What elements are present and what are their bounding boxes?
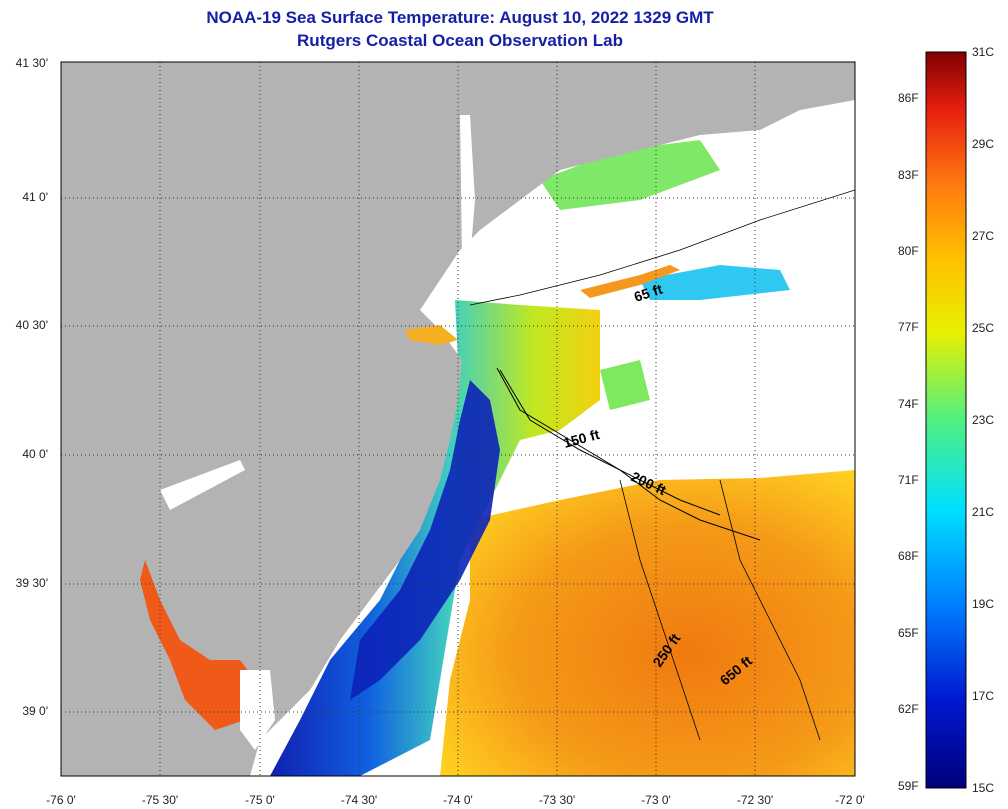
colorbar-c-label: 27C	[972, 229, 995, 243]
lon-label: -73 0'	[641, 793, 671, 807]
colorbar-c-label: 17C	[972, 689, 995, 703]
colorbar-f-label: 68F	[898, 549, 919, 563]
lat-label: 39 30'	[15, 576, 48, 590]
lon-label: -72 30'	[736, 793, 774, 807]
lat-label: 40 0'	[22, 447, 48, 461]
colorbar-c-label: 19C	[972, 597, 995, 611]
colorbar	[925, 51, 967, 789]
map-title: NOAA-19 Sea Surface Temperature: August …	[206, 8, 714, 27]
colorbar-c-label: 29C	[972, 137, 995, 151]
lon-label: -73 30'	[538, 793, 576, 807]
contour-650ft	[719, 479, 821, 741]
lon-label: -76 0'	[46, 793, 76, 807]
colorbar-f-label: 86F	[898, 91, 919, 105]
lat-label: 40 30'	[15, 318, 48, 332]
raritan-warm-strip	[405, 325, 458, 345]
colorbar-c-label: 21C	[972, 505, 995, 519]
map-subtitle: Rutgers Coastal Ocean Observation Lab	[297, 31, 623, 50]
plot-frame	[60, 61, 856, 777]
colorbar-f-label: 62F	[898, 702, 919, 716]
lon-label: -74 30'	[340, 793, 378, 807]
lon-gridlines	[159, 62, 756, 776]
colorbar-f-label: 74F	[898, 397, 919, 411]
green-patch	[600, 360, 650, 410]
river-white	[160, 460, 245, 510]
colorbar-f-label: 71F	[898, 473, 919, 487]
colorbar-f-label: 80F	[898, 244, 919, 258]
colorbar-f-label: 77F	[898, 320, 919, 334]
lat-label: 41 0'	[22, 190, 48, 204]
lon-label: -74 0'	[443, 793, 473, 807]
colorbar-c-label: 15C	[972, 781, 995, 795]
colorbar-c-label: 25C	[972, 321, 995, 335]
colorbar-c-label: 31C	[972, 45, 995, 59]
contour-200ft	[499, 369, 721, 516]
lat-label: 41 30'	[15, 56, 48, 70]
nj-river-white	[460, 115, 475, 260]
cyan-patch	[640, 265, 790, 300]
lat-label: 39 0'	[22, 704, 48, 718]
lon-label: -72 0'	[835, 793, 865, 807]
lon-label: -75 30'	[141, 793, 179, 807]
delaware-bay-white	[240, 670, 275, 750]
lon-label: -75 0'	[245, 793, 275, 807]
colorbar-f-label: 65F	[898, 626, 919, 640]
colorbar-f-label: 83F	[898, 168, 919, 182]
green-patch	[540, 140, 720, 210]
lat-gridlines	[61, 197, 855, 713]
colorbar-f-label: 59F	[898, 779, 919, 793]
delaware-bay	[140, 560, 255, 730]
cold-upwelling-region	[350, 380, 500, 700]
warm-water-region	[440, 470, 855, 776]
colorbar-c-label: 23C	[972, 413, 995, 427]
ny-bight-warm-strip	[580, 265, 680, 298]
coastline	[469, 189, 855, 306]
land-mass	[61, 62, 855, 776]
long-island-region	[440, 190, 855, 300]
contour-250ft	[619, 479, 701, 741]
